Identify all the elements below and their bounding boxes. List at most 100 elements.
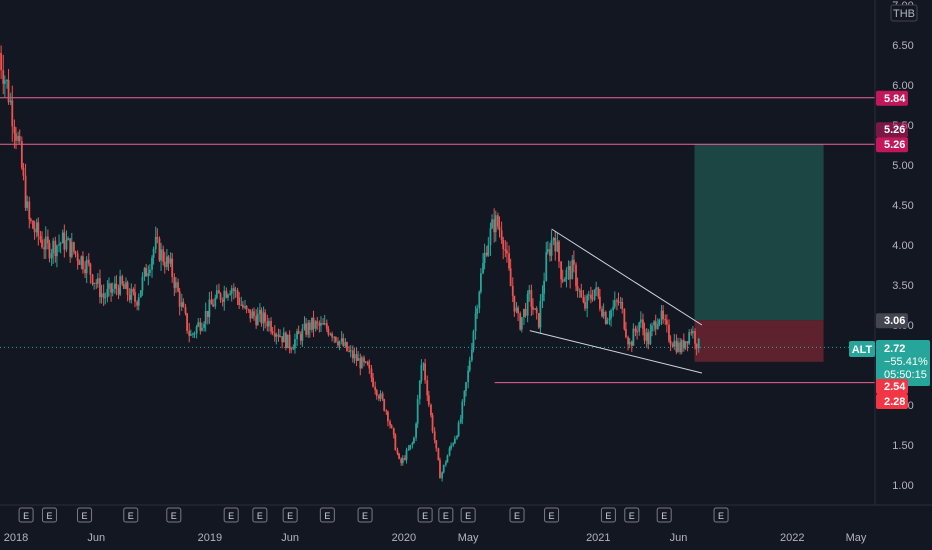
candle-body — [58, 244, 60, 246]
earnings-marker[interactable]: E — [438, 507, 454, 523]
earnings-marker[interactable]: E — [123, 507, 139, 523]
price-axis[interactable]: 7.006.506.005.505.004.504.003.503.002.50… — [874, 0, 914, 505]
candle — [424, 358, 427, 384]
candle-body — [374, 386, 377, 391]
candle — [654, 314, 657, 336]
earnings-marker[interactable]: E — [624, 507, 640, 523]
countdown-label: 05:50:15 — [884, 369, 927, 381]
currency-badge[interactable]: THB — [890, 4, 918, 22]
candle — [210, 291, 213, 305]
candle-body — [186, 313, 188, 331]
candle-body — [682, 340, 685, 349]
candle — [671, 342, 674, 348]
symbol-tag[interactable]: ALT — [849, 341, 875, 357]
candle — [76, 250, 79, 270]
candle-body — [111, 288, 114, 293]
earnings-marker[interactable]: E — [357, 507, 373, 523]
candle — [563, 277, 566, 282]
candle — [54, 236, 57, 263]
candle-body — [630, 341, 633, 346]
candle — [91, 273, 94, 286]
candle-body — [218, 290, 220, 294]
wedge-upper-trendline[interactable] — [551, 228, 703, 326]
wedge-lower-trendline[interactable] — [529, 330, 703, 374]
plot-pane[interactable] — [0, 42, 875, 482]
candle-body — [660, 310, 663, 320]
earnings-marker-box — [223, 507, 239, 523]
candle-body — [381, 393, 384, 400]
candle-body — [143, 268, 146, 277]
candle — [444, 460, 447, 467]
candle-body — [344, 342, 347, 346]
earnings-marker[interactable]: E — [656, 507, 672, 523]
candle — [638, 321, 641, 336]
candle-body — [102, 293, 105, 298]
earnings-marker[interactable]: E — [713, 507, 729, 523]
candle-body — [197, 322, 200, 327]
candle — [668, 319, 670, 343]
candle-body — [550, 240, 553, 256]
candle — [46, 229, 49, 250]
candle-body — [33, 228, 36, 233]
candle — [474, 305, 477, 340]
earnings-marker[interactable]: E — [41, 507, 57, 523]
candle — [143, 266, 146, 281]
candle — [398, 452, 400, 460]
earnings-marker[interactable]: E — [282, 507, 298, 523]
earnings-marker[interactable]: E — [252, 507, 268, 523]
candle-body — [121, 276, 124, 285]
earnings-marker[interactable]: E — [460, 507, 476, 523]
candle-body — [0, 53, 3, 71]
candle-body — [73, 242, 75, 252]
candle-body — [100, 293, 103, 298]
earnings-marker[interactable]: E — [77, 507, 93, 523]
candle — [41, 231, 43, 249]
candle-body — [297, 331, 300, 334]
candle-body — [364, 361, 367, 363]
candle — [203, 321, 205, 332]
earnings-marker[interactable]: E — [509, 507, 525, 523]
candle-body — [680, 340, 683, 353]
candle-body — [546, 249, 549, 253]
candle-body — [268, 320, 270, 327]
candle — [39, 230, 42, 243]
candle-body — [48, 243, 51, 259]
candle — [532, 298, 534, 315]
time-axis[interactable]: 2018 Jun 2019 Jun 2020 May 2021 Jun 2022 May — [0, 504, 932, 544]
candle-body — [104, 297, 107, 299]
candle-body — [439, 460, 441, 479]
candle — [470, 342, 473, 363]
candle — [229, 290, 232, 296]
earnings-marker[interactable]: E — [319, 507, 335, 523]
candle — [327, 325, 330, 337]
candle — [357, 351, 360, 361]
earnings-marker[interactable]: E — [18, 507, 34, 523]
candle — [307, 319, 310, 338]
earnings-marker[interactable]: E — [166, 507, 182, 523]
earnings-marker[interactable]: E — [223, 507, 239, 523]
candle — [582, 289, 585, 304]
candle-body — [433, 431, 436, 441]
earnings-marker[interactable]: E — [600, 507, 616, 523]
candle-body — [132, 288, 135, 293]
candle-body — [478, 291, 481, 309]
price-tag-label: 5.84 — [884, 93, 906, 105]
earnings-marker-label: E — [629, 511, 635, 521]
earnings-marker[interactable]: E — [544, 507, 560, 523]
candle-body — [230, 288, 233, 294]
candle-body — [351, 350, 354, 359]
candle-body — [7, 80, 10, 103]
candle-body — [270, 320, 272, 332]
stop-zone[interactable] — [694, 320, 824, 362]
candle-body — [29, 219, 32, 221]
candle — [385, 409, 388, 415]
candle — [695, 343, 698, 356]
candle-body — [331, 333, 334, 338]
candle-body — [266, 321, 269, 327]
target-zone[interactable] — [694, 144, 824, 321]
candle-body — [340, 338, 343, 342]
candle — [586, 293, 589, 318]
earnings-marker[interactable]: E — [417, 507, 433, 523]
candle-body — [539, 300, 542, 328]
